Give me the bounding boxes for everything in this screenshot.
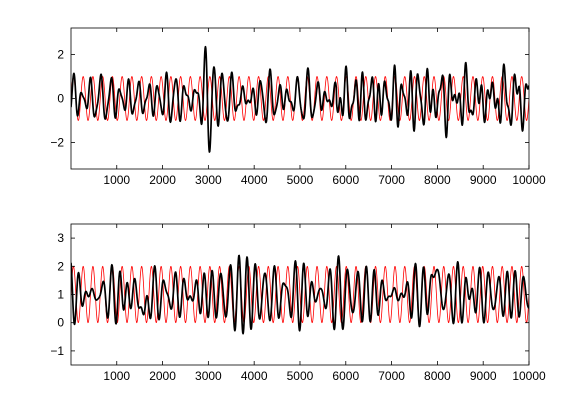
x-tick-label: 9000 xyxy=(470,173,497,187)
x-tick-label: 10000 xyxy=(512,369,546,383)
series-group xyxy=(71,45,529,153)
x-tick-label: 1000 xyxy=(103,173,130,187)
x-tick-label: 9000 xyxy=(470,369,497,383)
y-tick-label: −1 xyxy=(50,344,64,358)
y-tick-label: 1 xyxy=(57,288,64,302)
x-tick-label: 5000 xyxy=(287,369,314,383)
x-tick-label: 4000 xyxy=(241,369,268,383)
x-tick-label: 5000 xyxy=(287,173,314,187)
signal-line-black xyxy=(71,254,529,335)
y-tick-label: 0 xyxy=(57,316,64,330)
x-tick-label: 4000 xyxy=(241,173,268,187)
y-tick-label: 0 xyxy=(57,92,64,106)
x-tick-label: 6000 xyxy=(332,369,359,383)
top-chart-panel: 1000 2000 3000 4000 5000 6000 7000 8000 9000 1000… xyxy=(50,27,546,187)
x-tick-label: 10000 xyxy=(512,173,546,187)
x-tick-label: 3000 xyxy=(195,173,222,187)
x-tick-label: 8000 xyxy=(424,369,451,383)
y-tick-label: 2 xyxy=(57,47,64,61)
x-tick-label: 2000 xyxy=(149,173,176,187)
y-tick-label: −2 xyxy=(50,136,64,150)
x-tick-label: 7000 xyxy=(378,173,405,187)
x-tick-label: 2000 xyxy=(149,369,176,383)
y-tick-label: 2 xyxy=(57,259,64,273)
x-tick-label: 6000 xyxy=(332,173,359,187)
signal-line-black xyxy=(71,45,529,153)
x-tick-label: 3000 xyxy=(195,369,222,383)
series-group xyxy=(71,254,529,335)
x-tick-label: 1000 xyxy=(103,369,130,383)
bottom-chart-panel: 1000 2000 3000 4000 5000 6000 7000 8000 9000 1000… xyxy=(50,223,546,383)
y-tick-label: 3 xyxy=(57,231,64,245)
x-tick-label: 8000 xyxy=(424,173,451,187)
x-tick-label: 7000 xyxy=(378,369,405,383)
reference-line-red xyxy=(71,265,529,324)
